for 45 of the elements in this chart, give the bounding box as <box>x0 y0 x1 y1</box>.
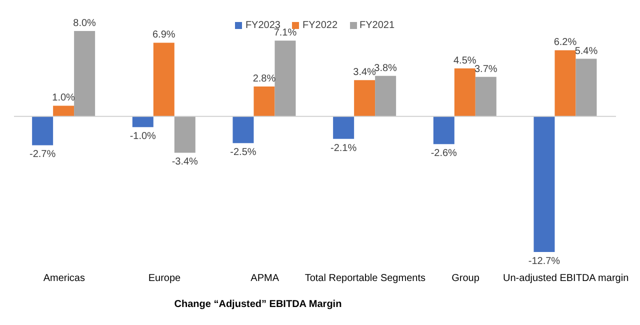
x-tick-label: APMA <box>250 273 280 284</box>
bar <box>375 76 396 116</box>
data-label: 4.5% <box>453 55 476 66</box>
bar <box>74 31 96 116</box>
data-label: 3.4% <box>353 67 376 78</box>
legend-label: FY2021 <box>358 20 395 31</box>
bar <box>454 68 476 116</box>
bar <box>534 116 555 252</box>
x-axis-title: Change “Adjusted” EBITDA Margin <box>173 299 343 310</box>
bar <box>174 116 196 153</box>
data-label: 7.1% <box>274 28 297 39</box>
bar <box>132 116 154 128</box>
bar <box>475 76 496 116</box>
data-label: 2.8% <box>252 74 276 85</box>
data-label: 6.9% <box>152 30 176 41</box>
bar <box>554 50 576 116</box>
x-tick-label: Group <box>452 273 480 284</box>
data-label: 1.0% <box>52 92 76 104</box>
x-tick-label: Total Reportable Segments <box>304 273 426 284</box>
data-label: -1.0% <box>130 131 156 142</box>
bar <box>254 86 275 116</box>
data-label: -2.1% <box>330 142 357 154</box>
x-tick-label: Americas <box>43 273 86 284</box>
bar <box>576 58 597 116</box>
data-label: 3.8% <box>374 62 398 74</box>
data-label: -12.7% <box>528 256 560 267</box>
bar <box>433 116 454 144</box>
bar <box>333 116 354 139</box>
data-label: 6.2% <box>554 37 577 48</box>
bar <box>153 42 174 116</box>
x-tick-label: Europe <box>148 273 182 284</box>
x-tick-label: Un-adjusted EBITDA margin <box>503 273 629 284</box>
data-label: 8.0% <box>73 18 96 29</box>
bar <box>354 80 376 116</box>
data-label: -2.6% <box>430 148 458 160</box>
bar <box>232 116 254 144</box>
data-label: 3.7% <box>474 64 498 75</box>
bar <box>53 106 74 116</box>
legend-label: FY2022 <box>302 20 338 31</box>
data-label: 5.4% <box>574 46 598 57</box>
data-label: -2.5% <box>230 147 256 158</box>
data-label: -3.4% <box>172 156 198 168</box>
bar <box>274 40 296 116</box>
bar <box>32 116 54 146</box>
data-label: -2.7% <box>30 149 56 160</box>
